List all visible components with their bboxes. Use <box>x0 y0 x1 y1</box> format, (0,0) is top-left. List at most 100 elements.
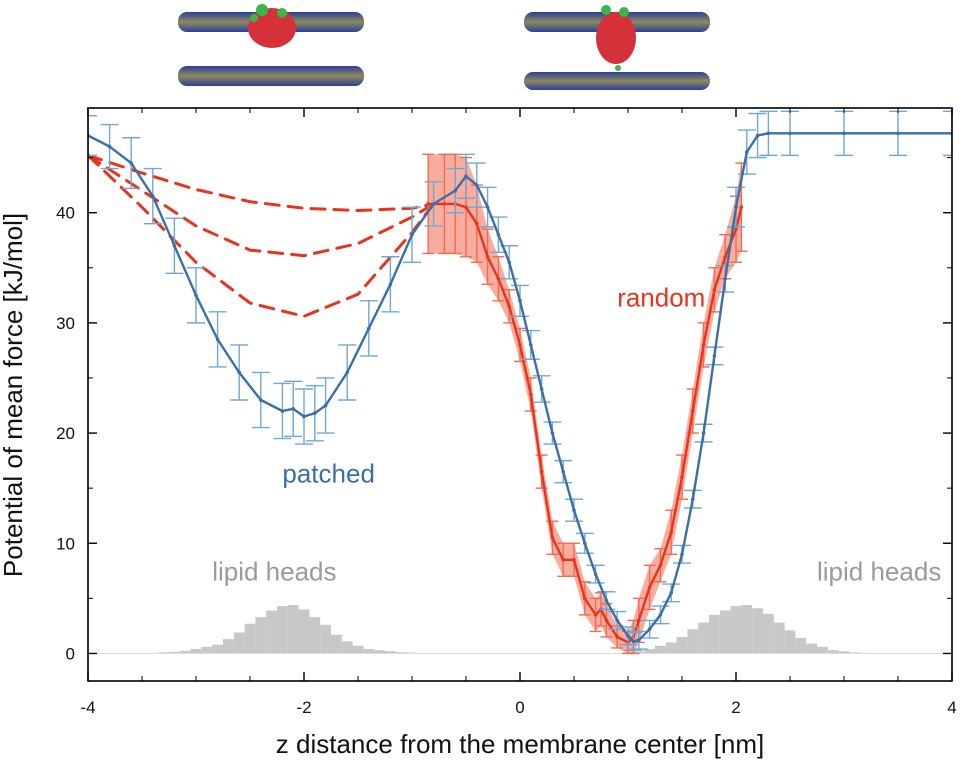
patched-point <box>172 243 177 248</box>
patched-point <box>550 431 555 435</box>
lipid-histogram-bar <box>341 641 353 654</box>
patched-point <box>518 299 522 303</box>
patched-point <box>475 183 479 187</box>
patched-point <box>896 131 900 136</box>
random-point <box>669 530 673 535</box>
random-point <box>680 475 684 479</box>
lipid-histogram-bar <box>363 649 375 654</box>
patched-point <box>259 398 263 402</box>
patched-point <box>626 634 630 638</box>
lipid-histogram-bar <box>698 622 709 654</box>
lipid-histogram-bar <box>676 636 688 654</box>
random-point <box>539 469 544 474</box>
patched-point <box>529 343 533 347</box>
patched-point <box>291 407 296 411</box>
y-tick-label: 0 <box>66 644 75 663</box>
x-tick-label: -4 <box>80 698 95 717</box>
random-point <box>496 276 501 281</box>
random-point <box>701 343 706 347</box>
patched-point <box>766 131 771 136</box>
lipid-histogram-bar <box>287 604 299 654</box>
random-point <box>604 618 609 623</box>
random-point <box>658 563 663 568</box>
lipid-histogram-bar <box>169 651 180 654</box>
random-point <box>529 392 533 397</box>
patched-point <box>323 403 328 408</box>
patched-point <box>723 276 727 281</box>
random-point <box>593 613 598 617</box>
random-point <box>637 618 641 623</box>
random-point <box>442 202 447 206</box>
x-tick-label: 2 <box>731 698 740 717</box>
patched-point <box>453 188 458 193</box>
patched-point <box>669 591 673 595</box>
patched-point <box>734 205 738 209</box>
dashed-curve <box>88 153 436 213</box>
patched-point <box>107 144 112 149</box>
lipid-histogram-bar <box>644 649 655 654</box>
patched-point <box>745 150 749 154</box>
patched-point <box>647 627 652 632</box>
patched-point <box>280 409 285 413</box>
lipid-histogram-bar <box>849 652 861 654</box>
lipid-histogram-bar <box>806 643 817 654</box>
lipid-histogram-bar <box>773 622 785 654</box>
random-point <box>518 343 522 347</box>
patched-point <box>701 431 706 435</box>
lipid-histogram-bar <box>838 651 850 654</box>
membrane-snapshot-random <box>524 5 710 90</box>
plot-area <box>88 110 952 655</box>
x-tick-label: 0 <box>515 698 524 717</box>
random-point <box>485 254 490 259</box>
random-point <box>691 409 695 413</box>
random-point <box>734 227 738 232</box>
lipid-histogram-bar <box>201 646 213 654</box>
random-point <box>739 205 744 209</box>
patched-point <box>691 497 695 501</box>
lipid-histogram-bar <box>385 651 396 654</box>
lipid-histogram-bar <box>741 604 753 654</box>
patched-point <box>658 613 663 617</box>
patched-annotation: patched <box>282 459 375 489</box>
lipid-histogram-bar <box>158 652 169 654</box>
lipid-histogram-bar <box>784 630 796 654</box>
lipid-histogram-bar <box>752 608 763 654</box>
lipid-histogram-bar <box>244 623 256 654</box>
lipid-histogram-bar <box>719 610 731 654</box>
random-point <box>647 585 652 590</box>
dashed-curve <box>88 153 436 318</box>
random-point <box>475 221 479 226</box>
patched-point <box>410 232 414 237</box>
lipid-histogram-bar <box>763 613 774 654</box>
lipid-heads-left-annotation: lipid heads <box>212 557 336 587</box>
y-tick-label: 10 <box>56 534 75 553</box>
random-point <box>723 254 727 259</box>
y-tick-label: 20 <box>56 424 75 443</box>
lipid-histogram-bar <box>266 610 277 654</box>
lipid-histogram-bar <box>190 649 202 654</box>
lipid-histogram-bar <box>277 606 288 654</box>
y-tick-label: 40 <box>56 204 75 223</box>
patched-point <box>345 370 350 375</box>
x-axis-label: z distance from the membrane center [nm] <box>276 729 764 759</box>
lipid-histogram-bar <box>179 650 191 654</box>
random-point <box>507 304 512 309</box>
patched-point <box>485 205 490 209</box>
lipid-histogram-bar <box>709 614 720 654</box>
lipid-histogram-bar <box>298 609 310 654</box>
patched-point <box>302 414 306 419</box>
random-point <box>550 535 555 540</box>
patched-point <box>507 260 512 265</box>
lipid-histogram-bar <box>395 652 407 654</box>
random-annotation: random <box>617 282 705 312</box>
patched-point <box>631 639 636 644</box>
lipid-histogram-bar <box>223 639 234 654</box>
patched-point <box>151 194 155 198</box>
patched-point <box>615 618 619 623</box>
lipid-heads-right-annotation: lipid heads <box>817 557 941 587</box>
lipid-histogram-bar <box>633 651 645 654</box>
membrane-snapshot-patched <box>178 4 364 86</box>
patched-point <box>593 572 598 576</box>
patched-point <box>755 133 760 138</box>
